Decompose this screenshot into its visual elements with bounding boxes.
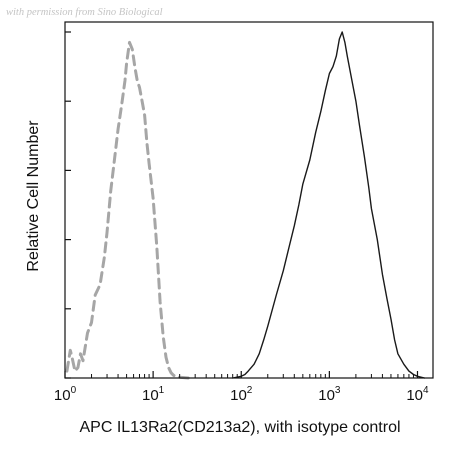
- x-tick-label: 104: [406, 385, 429, 404]
- series-line-stained-sample: [231, 31, 426, 379]
- plot-frame: [64, 21, 434, 379]
- x-axis-title: APC IL13Ra2(CD213a2), with isotype contr…: [79, 419, 400, 436]
- series-line-isotype-control: [65, 40, 190, 380]
- plot-area: [65, 31, 426, 380]
- x-tick-label: 103: [318, 385, 341, 404]
- axes: 100 101 102 103 104: [54, 21, 434, 404]
- x-tick-label: 101: [142, 385, 165, 404]
- y-axis-title: Relative Cell Number: [25, 120, 42, 272]
- watermark-text: with permission from Sino Biological: [6, 7, 163, 18]
- x-tick-label: 100: [54, 385, 77, 404]
- x-tick-label: 102: [230, 385, 253, 404]
